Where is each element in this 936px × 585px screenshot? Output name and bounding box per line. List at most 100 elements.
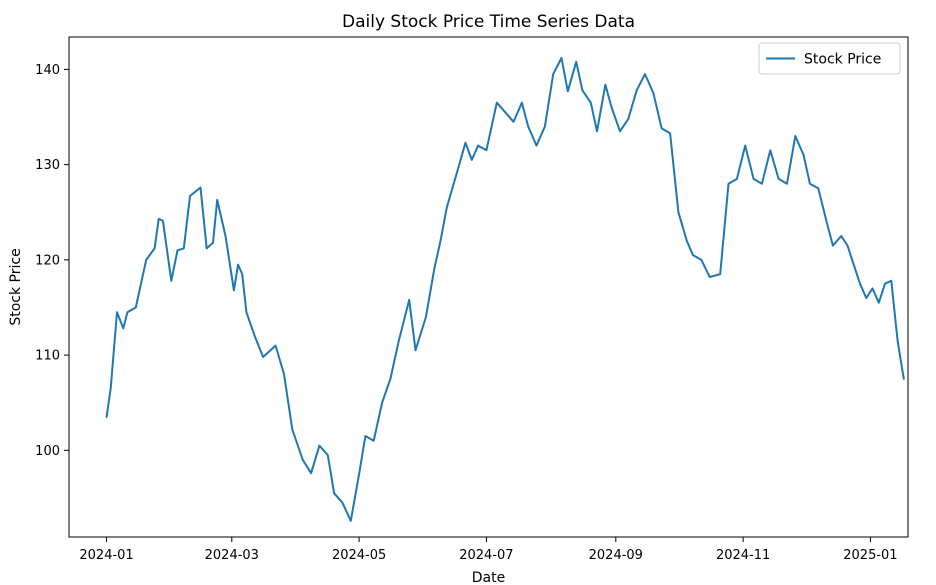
y-axis-label: Stock Price bbox=[8, 248, 24, 325]
data-point bbox=[736, 178, 738, 180]
data-point bbox=[485, 149, 487, 151]
y-tick-label: 100 bbox=[35, 444, 60, 459]
data-point bbox=[728, 183, 730, 185]
data-point bbox=[262, 356, 264, 358]
data-point bbox=[581, 89, 583, 91]
data-point bbox=[636, 89, 638, 91]
data-point bbox=[245, 311, 247, 313]
data-point bbox=[778, 178, 780, 180]
data-point bbox=[425, 316, 427, 318]
data-point bbox=[536, 145, 538, 147]
data-point bbox=[590, 102, 592, 104]
data-point bbox=[761, 183, 763, 185]
data-point bbox=[604, 84, 606, 86]
x-tick-label: 2024-07 bbox=[459, 548, 513, 563]
data-point bbox=[504, 111, 506, 113]
legend-box bbox=[758, 42, 901, 75]
data-point bbox=[700, 259, 702, 261]
y-tick-label: 140 bbox=[35, 63, 60, 78]
data-point bbox=[373, 440, 375, 442]
data-point bbox=[903, 378, 905, 380]
data-point bbox=[116, 311, 118, 313]
data-point bbox=[652, 92, 654, 94]
data-point bbox=[884, 283, 886, 285]
data-point bbox=[890, 280, 892, 282]
data-point bbox=[575, 61, 577, 63]
data-point bbox=[619, 130, 621, 132]
data-point bbox=[122, 327, 124, 329]
legend: Stock Price bbox=[758, 42, 901, 75]
data-point bbox=[106, 416, 108, 418]
data-point bbox=[686, 240, 688, 242]
data-point bbox=[513, 121, 515, 123]
data-point bbox=[611, 107, 613, 109]
data-point bbox=[897, 340, 899, 342]
data-point bbox=[364, 435, 366, 437]
data-point bbox=[561, 57, 563, 59]
data-point bbox=[644, 73, 646, 75]
data-point bbox=[206, 247, 208, 249]
data-point bbox=[389, 378, 391, 380]
data-point bbox=[126, 311, 128, 313]
legend-label-stock-price: Stock Price bbox=[804, 52, 881, 68]
data-points bbox=[106, 57, 905, 522]
data-point bbox=[233, 289, 235, 291]
data-point bbox=[709, 276, 711, 278]
data-point bbox=[692, 254, 694, 256]
data-point bbox=[677, 211, 679, 213]
data-point bbox=[135, 307, 137, 309]
data-point bbox=[669, 132, 671, 134]
data-point bbox=[753, 178, 755, 180]
data-point bbox=[446, 207, 448, 209]
data-point bbox=[225, 235, 227, 237]
data-point bbox=[350, 520, 352, 522]
x-tick-label: 2024-03 bbox=[205, 548, 259, 563]
data-point bbox=[145, 259, 147, 261]
data-point bbox=[333, 492, 335, 494]
data-point bbox=[454, 178, 456, 180]
data-point bbox=[216, 199, 218, 201]
data-point bbox=[786, 183, 788, 185]
data-point bbox=[477, 145, 479, 147]
data-point bbox=[809, 183, 811, 185]
data-point bbox=[241, 273, 243, 275]
data-point bbox=[440, 240, 442, 242]
data-point bbox=[465, 142, 467, 144]
data-point bbox=[471, 159, 473, 161]
data-point bbox=[341, 502, 343, 504]
data-point bbox=[318, 445, 320, 447]
data-point bbox=[302, 459, 304, 461]
data-point bbox=[567, 90, 569, 92]
data-point bbox=[162, 220, 164, 222]
data-point bbox=[744, 145, 746, 147]
x-tick-label: 2024-05 bbox=[332, 548, 386, 563]
data-point bbox=[872, 287, 874, 289]
x-tick-label: 2025-01 bbox=[843, 548, 897, 563]
plot-area-frame bbox=[68, 36, 909, 538]
x-tick-label: 2024-09 bbox=[589, 548, 643, 563]
y-tick-label: 110 bbox=[35, 349, 60, 364]
data-point bbox=[596, 130, 598, 132]
x-axis: 2024-01 2024-03 2024-05 2024-07 2024-09 2024-… bbox=[79, 537, 898, 563]
data-point bbox=[177, 249, 179, 251]
x-tick-label: 2024-11 bbox=[716, 548, 770, 563]
data-point bbox=[527, 126, 529, 128]
data-point bbox=[847, 245, 849, 247]
data-point bbox=[291, 428, 293, 430]
data-point bbox=[212, 242, 214, 244]
data-point bbox=[832, 245, 834, 247]
data-point bbox=[803, 154, 805, 156]
data-point bbox=[769, 149, 771, 151]
data-point bbox=[381, 402, 383, 404]
data-point bbox=[853, 264, 855, 266]
data-point bbox=[398, 340, 400, 342]
data-point bbox=[358, 473, 360, 475]
data-point bbox=[327, 454, 329, 456]
data-point bbox=[521, 102, 523, 104]
data-point bbox=[794, 135, 796, 137]
data-point bbox=[170, 280, 172, 282]
data-point bbox=[627, 118, 629, 120]
data-point bbox=[189, 195, 191, 197]
